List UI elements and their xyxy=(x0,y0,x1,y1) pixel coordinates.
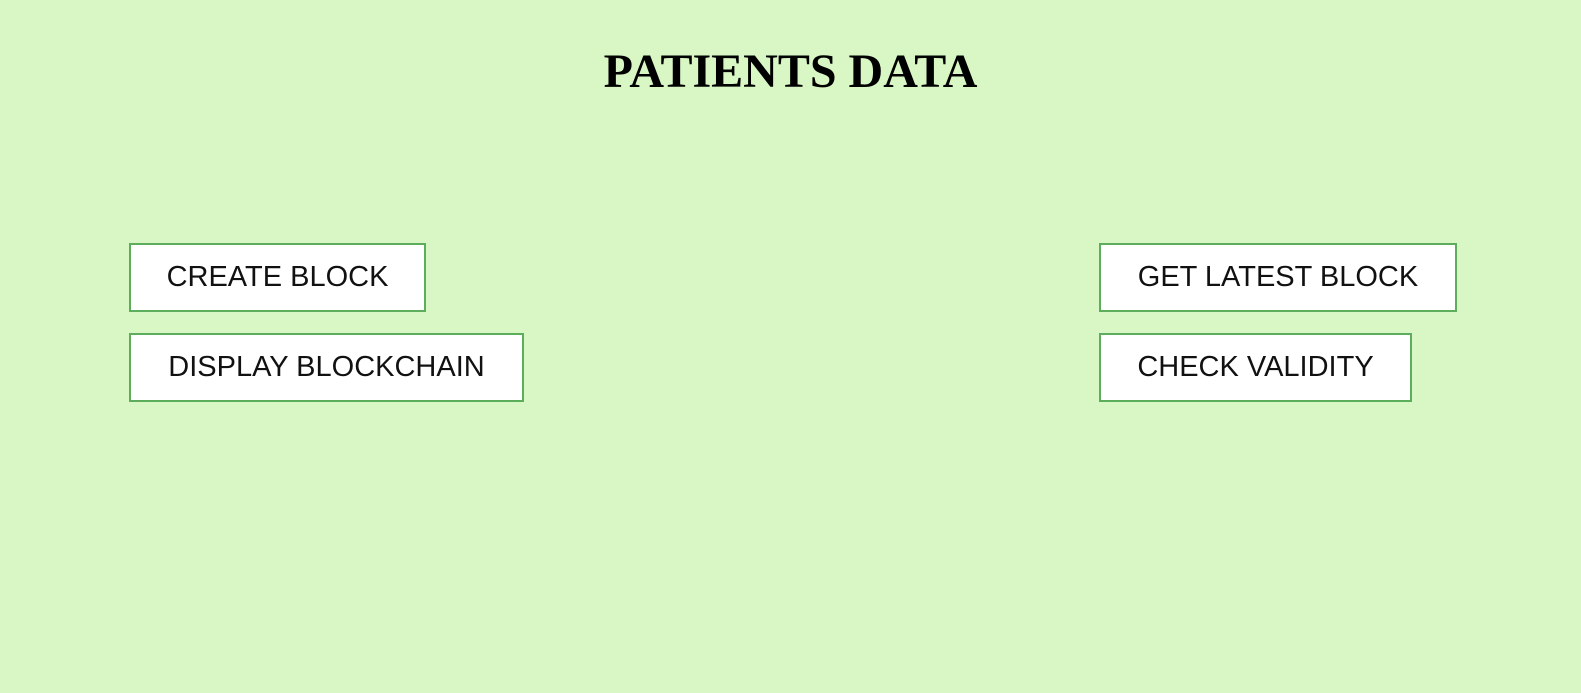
create-block-label: CREATE BLOCK xyxy=(166,261,389,293)
display-blockchain-button[interactable]: DISPLAY BLOCKCHAIN xyxy=(129,333,524,402)
page-title: PATIENTS DATA xyxy=(603,45,978,98)
check-validity-label: CHECK VALIDITY xyxy=(1137,351,1374,383)
create-block-button[interactable]: CREATE BLOCK xyxy=(129,243,426,312)
check-validity-button[interactable]: CHECK VALIDITY xyxy=(1099,333,1412,402)
get-latest-block-button[interactable]: GET LATEST BLOCK xyxy=(1099,243,1457,312)
get-latest-block-label: GET LATEST BLOCK xyxy=(1137,261,1419,293)
display-blockchain-label: DISPLAY BLOCKCHAIN xyxy=(168,351,485,383)
